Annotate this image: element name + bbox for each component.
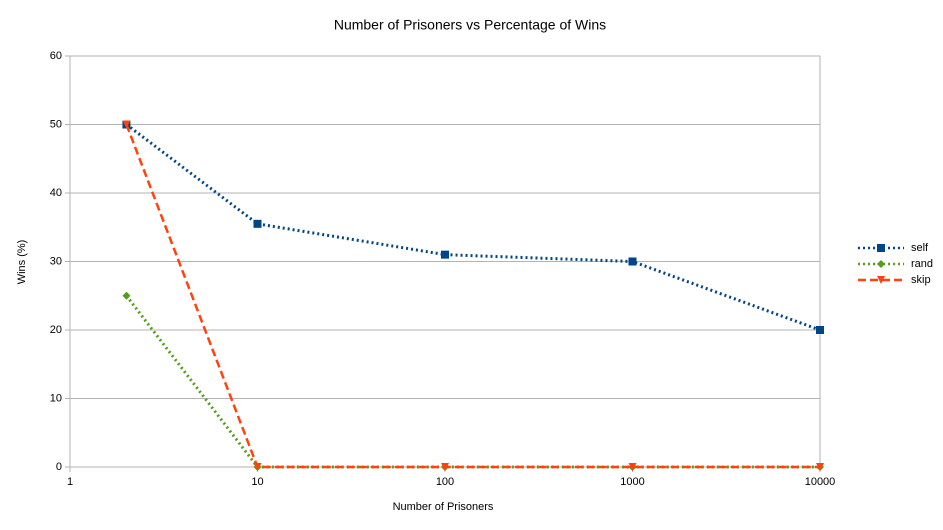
- y-tick-label: 50: [50, 118, 62, 130]
- y-tick-label: 0: [56, 461, 62, 473]
- marker: [122, 120, 131, 129]
- x-tick-label: 10000: [805, 476, 836, 488]
- marker: [253, 463, 262, 471]
- x-tick-label: 10: [251, 476, 263, 488]
- marker: [877, 260, 885, 268]
- marker: [253, 219, 262, 228]
- legend-label: skip: [911, 274, 931, 286]
- marker: [816, 326, 824, 334]
- x-tick-label: 1000: [620, 476, 644, 488]
- y-tick-label: 40: [50, 187, 62, 199]
- y-tick-label: 30: [50, 255, 62, 267]
- marker: [816, 463, 824, 471]
- series-line: [125, 124, 820, 469]
- marker: [628, 257, 637, 266]
- x-axis-label: Number of Prisoners: [393, 501, 494, 513]
- legend-label: self: [911, 242, 929, 254]
- legend-label: rand: [911, 258, 933, 270]
- x-tick-label: 100: [436, 476, 454, 488]
- marker: [628, 463, 637, 471]
- series-line: [125, 294, 820, 469]
- marker: [122, 291, 131, 300]
- marker: [441, 463, 449, 471]
- x-tick-label: 1: [67, 476, 73, 488]
- marker: [441, 250, 449, 259]
- marker: [877, 244, 885, 252]
- series-line: [125, 123, 821, 332]
- y-tick-label: 20: [50, 324, 62, 336]
- y-axis-label: Wins (%): [16, 240, 28, 285]
- chart-title: Number of Prisoners vs Percentage of Win…: [334, 17, 606, 33]
- y-tick-label: 60: [50, 50, 62, 62]
- y-tick-label: 10: [50, 392, 62, 404]
- marker: [877, 276, 885, 284]
